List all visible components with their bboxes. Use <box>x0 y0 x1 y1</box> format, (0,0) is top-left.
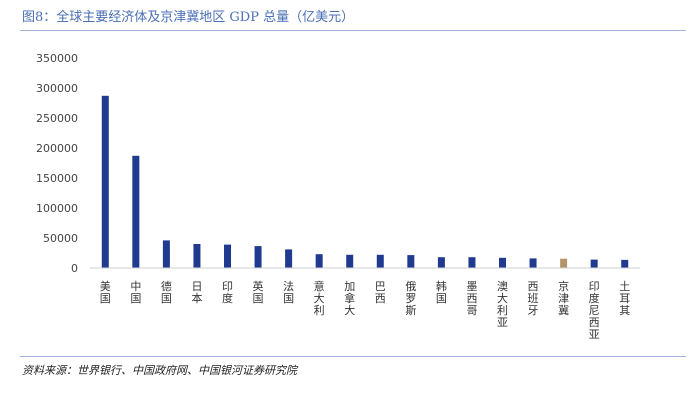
x-category-label: 澳大利亚 <box>497 280 508 329</box>
y-tick-label: 150000 <box>36 172 78 185</box>
y-axis: 0 50000 100000 150000 200000 250000 300000 3500… <box>36 52 78 275</box>
bar-11 <box>437 257 445 268</box>
bar-15 <box>560 258 568 268</box>
x-category-label: 德国 <box>161 279 172 305</box>
x-category-label: 巴西 <box>375 280 386 305</box>
bar-8 <box>346 254 354 268</box>
x-category-label: 京津冀 <box>558 279 569 317</box>
x-category-label: 俄罗斯 <box>405 280 416 317</box>
bar-4 <box>224 244 231 268</box>
bar-7 <box>315 254 323 268</box>
bar-5 <box>254 246 262 268</box>
y-tick-label: 200000 <box>36 142 78 155</box>
x-category-label: 印度 <box>222 280 233 305</box>
bar-chart: 0 50000 100000 150000 200000 250000 300000 3500… <box>36 52 640 341</box>
x-category-label: 美国 <box>100 280 111 305</box>
y-tick-label: 350000 <box>36 52 78 65</box>
bar-3 <box>193 244 201 268</box>
bars <box>101 95 629 268</box>
bar-6 <box>285 249 293 268</box>
y-tick-label: 0 <box>71 262 78 275</box>
footer-divider <box>20 356 686 357</box>
bar-12 <box>468 257 476 268</box>
x-category-label: 韩国 <box>436 279 447 305</box>
bar-14 <box>529 258 537 268</box>
bar-1 <box>132 155 140 268</box>
bar-9 <box>376 254 384 268</box>
y-tick-label: 100000 <box>36 202 78 215</box>
bar-13 <box>499 257 506 268</box>
x-category-label: 西班牙 <box>528 280 539 317</box>
title-divider <box>20 30 686 31</box>
y-tick-label: 250000 <box>36 112 78 125</box>
x-category-label: 日本 <box>191 280 202 305</box>
x-category-label: 法国 <box>283 279 294 305</box>
source-note: 资料来源：世界银行、中国政府网、中国银河证券研究院 <box>22 364 297 377</box>
bar-17 <box>621 259 629 268</box>
bar-0 <box>101 95 109 268</box>
chart-title: 图8：全球主要经济体及京津冀地区 GDP 总量（亿美元） <box>22 10 355 25</box>
x-category-label: 加拿大 <box>344 280 355 317</box>
x-category-label: 土耳其 <box>619 280 630 317</box>
x-category-label: 印度尼西亚 <box>589 280 600 341</box>
bar-10 <box>407 255 415 268</box>
y-tick-label: 50000 <box>43 232 78 245</box>
x-category-label: 中国 <box>130 280 141 305</box>
bar-16 <box>590 259 598 268</box>
x-category-label: 意大利 <box>314 279 325 317</box>
x-category-label: 墨西哥 <box>466 280 477 317</box>
x-category-label: 英国 <box>253 279 264 305</box>
bar-2 <box>162 240 170 268</box>
y-tick-label: 300000 <box>36 82 78 95</box>
